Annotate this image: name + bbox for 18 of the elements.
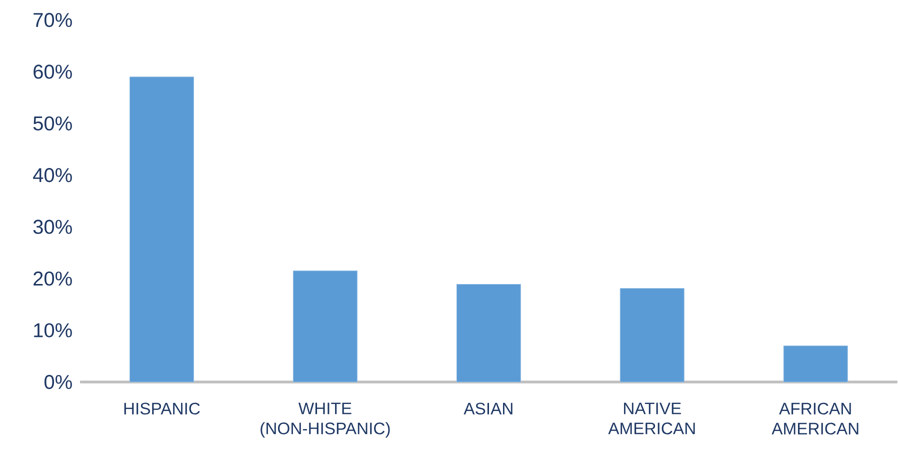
bar (456, 284, 521, 382)
x-tick-label: NATIVE AMERICAN (608, 402, 695, 434)
y-tick-label: 50% (33, 116, 72, 131)
bar (783, 346, 848, 382)
bar (129, 76, 194, 382)
y-tick-label: 10% (34, 323, 72, 338)
y-tick-label: 70% (34, 12, 72, 28)
x-tick-label: AFRICAN AMERICAN (772, 402, 858, 435)
y-tick-label: 0% (44, 374, 72, 390)
x-tick-label: WHITE (NON-HISPANIC) (260, 402, 390, 438)
y-tick-label: 20% (34, 271, 72, 286)
y-tick-label: 40% (33, 168, 72, 182)
y-tick-label: 60% (34, 64, 72, 79)
bar (620, 288, 684, 382)
y-tick-label: 30% (33, 220, 72, 234)
x-tick-label: ASIAN (464, 402, 512, 415)
x-tick-label: HISPANIC (124, 402, 200, 415)
bar (292, 270, 358, 382)
